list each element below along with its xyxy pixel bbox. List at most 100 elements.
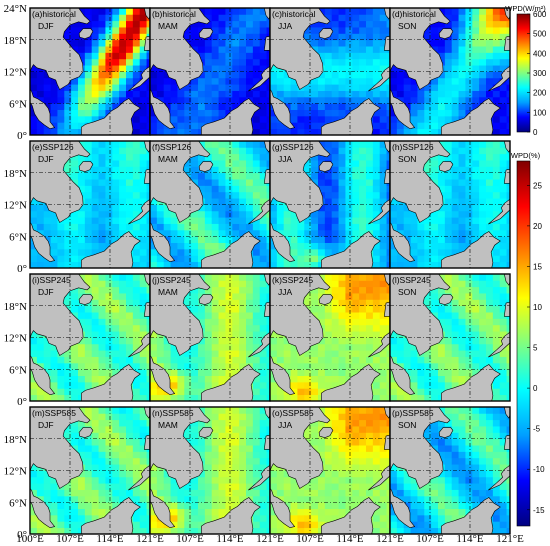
heat-cell [324, 52, 333, 60]
heat-cell [338, 179, 346, 186]
heat-cell [78, 362, 86, 370]
heat-cell [91, 84, 99, 91]
heat-cell [218, 185, 226, 193]
heat-cell [379, 331, 387, 338]
heat-cell [396, 261, 405, 268]
heat-cell [225, 312, 233, 319]
land [198, 161, 214, 173]
heat-cell [57, 514, 65, 522]
heat-cell [218, 210, 226, 218]
heat-cell [139, 103, 147, 110]
heat-cell [91, 445, 99, 452]
heat-cell [78, 470, 86, 478]
heat-cell [410, 217, 418, 224]
heat-cell [324, 242, 333, 250]
heat-cell [225, 198, 233, 205]
heat-cell [146, 58, 150, 66]
heat-cell [352, 179, 360, 186]
heat-cell [331, 33, 339, 41]
heat-cell [84, 39, 93, 47]
heat-cell [345, 204, 353, 212]
heat-cell [276, 210, 285, 218]
heat-cell [204, 217, 213, 224]
heat-cell [424, 128, 432, 135]
heat-cell [252, 27, 261, 34]
heat-cell [492, 223, 501, 231]
heat-cell [170, 343, 178, 351]
heat-cell [139, 128, 147, 135]
heat-cell [259, 198, 267, 205]
heat-cell [225, 286, 233, 294]
heat-cell [270, 71, 278, 79]
heat-cell [98, 141, 106, 148]
heat-cell [492, 172, 501, 180]
heat-cell [91, 438, 99, 446]
heat-cell [297, 122, 305, 130]
heat-cell [36, 223, 45, 231]
heat-cell [331, 356, 339, 364]
heat-cell [119, 90, 127, 98]
heat-cell [276, 128, 285, 135]
heat-cell [331, 343, 339, 351]
heat-cell [156, 261, 165, 268]
heat-cell [163, 103, 171, 110]
heat-cell [479, 166, 487, 174]
heat-cell [283, 128, 291, 135]
heat-cell [352, 20, 360, 28]
heat-cell [331, 236, 339, 243]
heat-cell [43, 394, 51, 401]
heat-cell [465, 217, 473, 224]
heat-cell [252, 394, 261, 401]
heat-cell [132, 388, 141, 396]
heat-cell [252, 172, 261, 180]
heat-cell [396, 204, 405, 212]
heat-cell [198, 52, 206, 60]
heat-cell [119, 204, 127, 212]
heat-cell [331, 84, 339, 91]
heat-cell [78, 20, 86, 28]
heat-cell [50, 210, 58, 218]
heat-cell [246, 84, 254, 91]
heat-cell [126, 331, 134, 338]
heat-cell [105, 103, 113, 110]
heat-cell [458, 103, 466, 110]
heat-cell [146, 343, 150, 351]
heat-cell [84, 356, 93, 364]
heat-cell [379, 8, 387, 15]
heat-cell [204, 381, 213, 389]
heat-cell [266, 160, 270, 167]
heat-cell [386, 191, 390, 199]
heat-cell [492, 293, 501, 300]
heat-cell [71, 514, 79, 522]
heat-cell [211, 356, 219, 364]
heat-cell [156, 204, 165, 212]
heat-cell [506, 343, 510, 351]
heat-cell [479, 77, 487, 85]
heat-cell [232, 147, 240, 155]
heat-cell [105, 20, 113, 28]
heat-cell [218, 375, 226, 383]
heat-cell [246, 299, 254, 307]
heat-cell [479, 356, 487, 364]
heat-cell [359, 160, 367, 167]
heat-cell [451, 331, 459, 338]
heat-cell [486, 293, 494, 300]
heat-cell [266, 318, 270, 326]
heat-cell [266, 356, 270, 364]
heat-cell [458, 356, 466, 364]
heat-cell [91, 242, 99, 250]
heat-cell [146, 103, 150, 110]
heat-cell [98, 65, 106, 72]
heat-cell [139, 153, 147, 161]
heat-cell [444, 8, 453, 15]
heat-cell [105, 305, 113, 313]
heat-cell [444, 223, 453, 231]
heat-cell [119, 185, 127, 193]
heat-cell [372, 46, 381, 53]
heat-cell [84, 369, 93, 376]
land [441, 364, 501, 401]
heat-cell [91, 343, 99, 351]
heat-cell [472, 166, 480, 174]
heat-cell [458, 77, 466, 85]
